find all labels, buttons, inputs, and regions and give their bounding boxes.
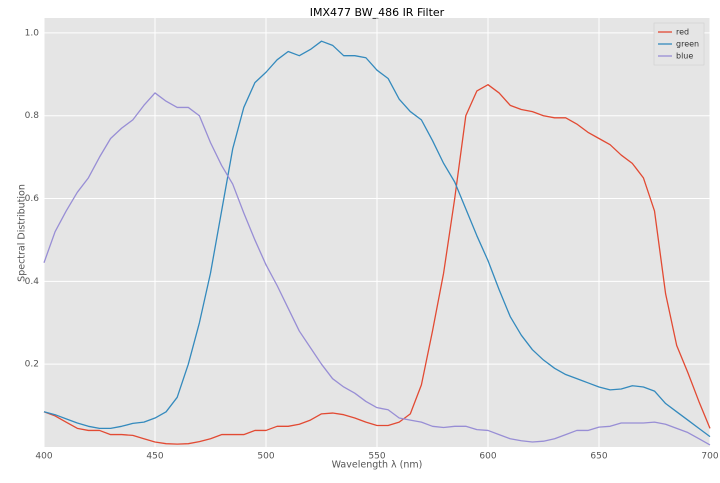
legend-box (653, 22, 705, 66)
x-tick-label: 700 (701, 452, 718, 462)
y-tick-label: 0.8 (25, 111, 40, 121)
line-series (43, 84, 711, 445)
y-tick-label: 0.2 (25, 360, 39, 370)
line-series (43, 92, 711, 446)
x-tick-label: 450 (146, 452, 163, 462)
y-tick-label: 1.0 (25, 28, 40, 38)
legend: red green blue (653, 22, 705, 66)
x-tick-label: 650 (590, 452, 607, 462)
y-axis-label: Spectral Distribution (17, 184, 28, 282)
line-series (43, 40, 711, 438)
legend-label: green (676, 40, 699, 49)
x-axis-label: Wavelength λ (nm) (332, 460, 423, 471)
y-tick-label: 0.4 (25, 277, 40, 287)
legend-label: red (676, 28, 689, 37)
x-tick-label: 550 (368, 452, 385, 462)
x-tick-label: 500 (257, 452, 274, 462)
x-tick-label: 400 (35, 452, 52, 462)
legend-label: blue (676, 52, 693, 61)
y-tick-label: 0.6 (25, 194, 40, 204)
chart-title: IMX477 BW_486 IR Filter (310, 6, 445, 19)
x-tick-label: 600 (479, 452, 496, 462)
